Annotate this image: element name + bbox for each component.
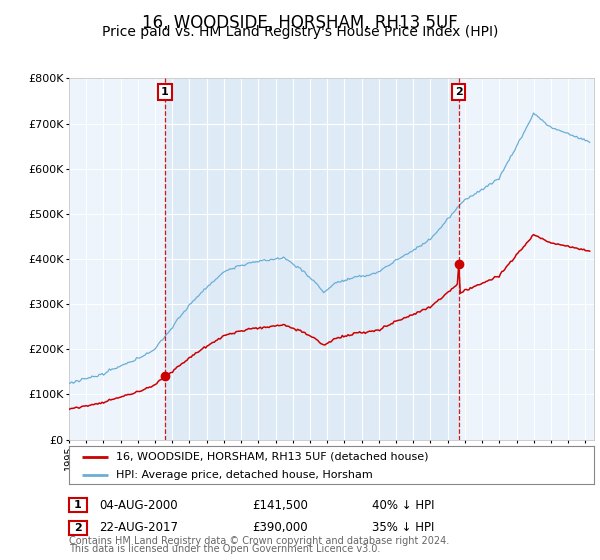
- Text: 2: 2: [455, 87, 463, 97]
- Text: Price paid vs. HM Land Registry's House Price Index (HPI): Price paid vs. HM Land Registry's House …: [102, 25, 498, 39]
- Text: This data is licensed under the Open Government Licence v3.0.: This data is licensed under the Open Gov…: [69, 544, 380, 554]
- Text: 35% ↓ HPI: 35% ↓ HPI: [372, 521, 434, 534]
- Text: 16, WOODSIDE, HORSHAM, RH13 5UF: 16, WOODSIDE, HORSHAM, RH13 5UF: [142, 14, 458, 32]
- Text: 40% ↓ HPI: 40% ↓ HPI: [372, 498, 434, 512]
- Text: £141,500: £141,500: [252, 498, 308, 512]
- Text: 22-AUG-2017: 22-AUG-2017: [99, 521, 178, 534]
- Text: 04-AUG-2000: 04-AUG-2000: [99, 498, 178, 512]
- Text: 16, WOODSIDE, HORSHAM, RH13 5UF (detached house): 16, WOODSIDE, HORSHAM, RH13 5UF (detache…: [116, 452, 429, 462]
- Text: HPI: Average price, detached house, Horsham: HPI: Average price, detached house, Hors…: [116, 470, 373, 480]
- Text: 1: 1: [161, 87, 169, 97]
- Text: 2: 2: [74, 522, 82, 533]
- Text: Contains HM Land Registry data © Crown copyright and database right 2024.: Contains HM Land Registry data © Crown c…: [69, 536, 449, 546]
- Text: £390,000: £390,000: [252, 521, 308, 534]
- Bar: [165, 78, 458, 440]
- Text: 1: 1: [74, 500, 82, 510]
